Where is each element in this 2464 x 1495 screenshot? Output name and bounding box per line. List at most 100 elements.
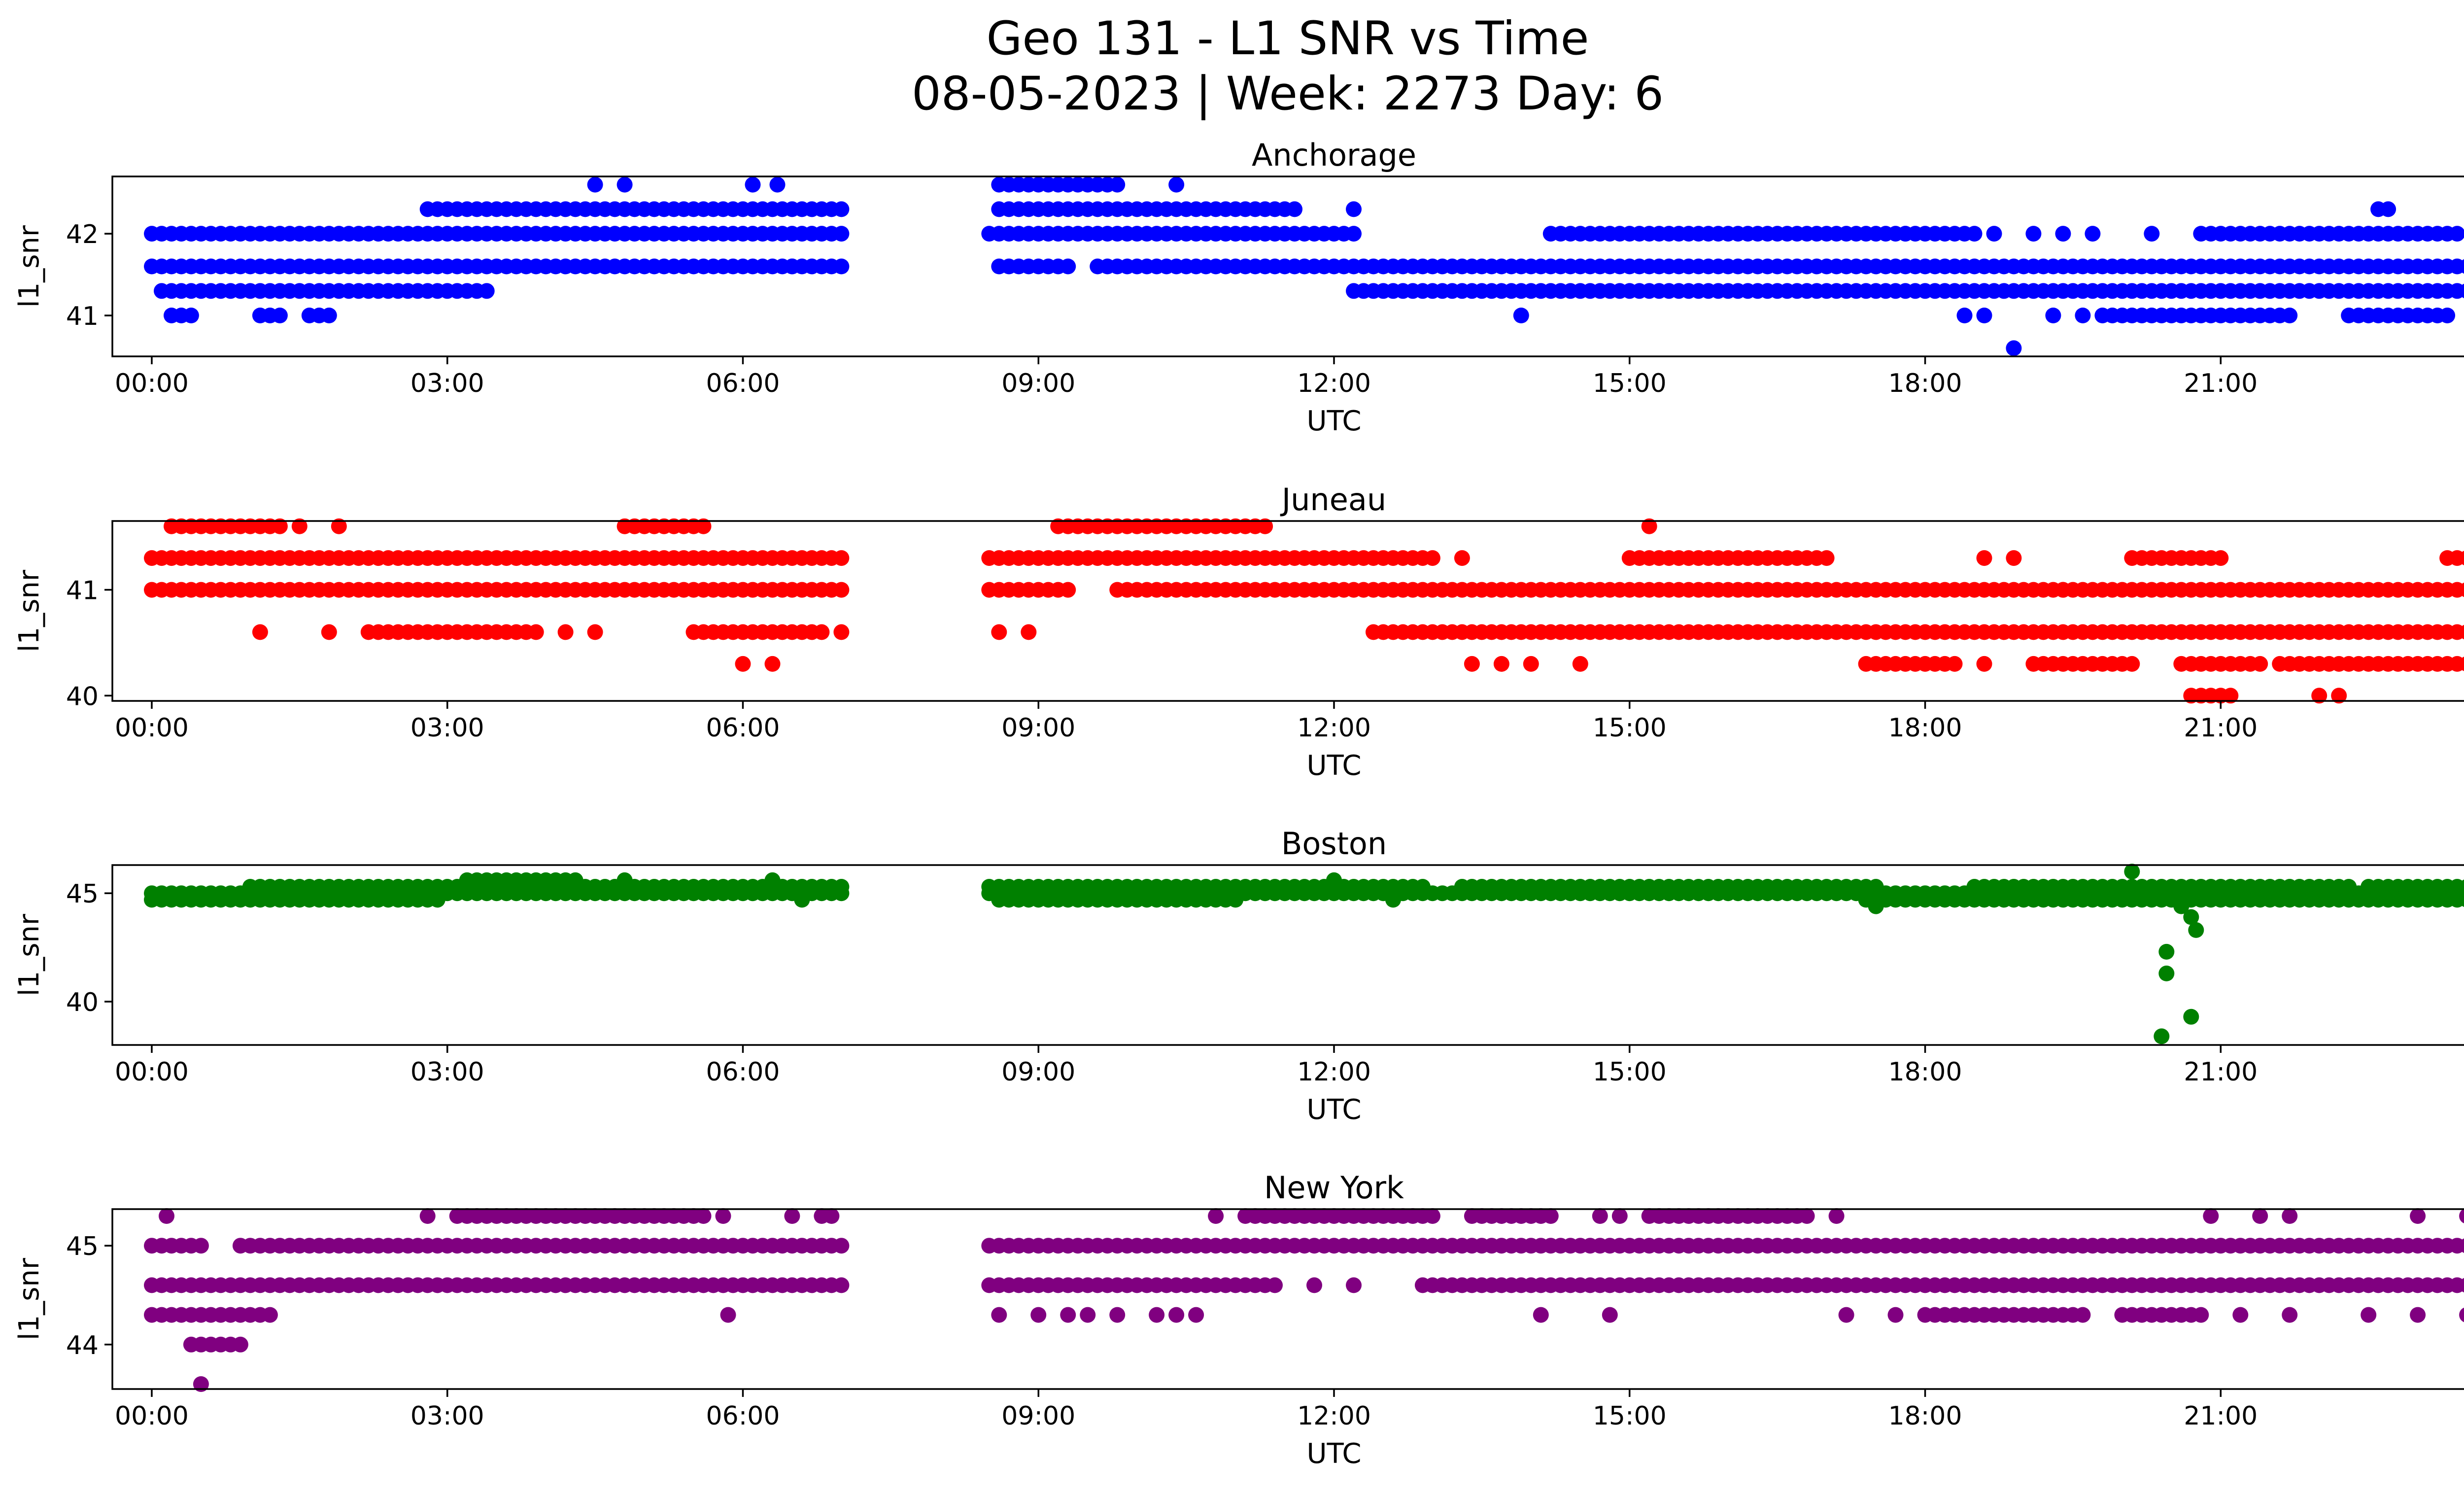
scatter-point: [695, 518, 712, 534]
scatter-point: [1030, 1307, 1047, 1323]
subplot-2: Boston 00:00 03:00 06:00 09:00 12:00 15:00 18:0…: [13, 826, 2464, 1126]
scatter-point: [2282, 1307, 2298, 1323]
scatter-point: [1060, 582, 1076, 598]
scatter-point: [2410, 1208, 2426, 1224]
scatter-point: [833, 879, 850, 895]
scatter-point: [1493, 656, 1509, 672]
scatter-point: [2459, 1278, 2464, 1293]
scatter-point: [1346, 226, 1362, 242]
scatter-point: [720, 1307, 736, 1323]
x-tick-label: 00:00: [115, 713, 189, 743]
scatter-point: [1060, 1307, 1076, 1323]
x-tick-label: 12:00: [1297, 713, 1371, 743]
scatter-point: [2361, 1307, 2377, 1323]
scatter-point: [833, 624, 850, 640]
scatter-point: [1060, 258, 1076, 275]
x-tick-label: 03:00: [411, 1401, 484, 1431]
scatter-point: [262, 1307, 278, 1323]
x-tick-label: 15:00: [1593, 1401, 1667, 1431]
x-tick-label: 18:00: [1888, 1401, 1962, 1431]
y-axis-label: l1_snr: [13, 913, 45, 996]
x-tick-label: 21:00: [2184, 1057, 2258, 1087]
scatter-point: [1208, 1208, 1224, 1224]
x-tick-label: 06:00: [706, 713, 780, 743]
y-tick-label: 45: [66, 879, 99, 909]
scatter-point: [2252, 1208, 2268, 1224]
scatter-point: [2459, 582, 2464, 597]
scatter-point: [1346, 201, 1362, 217]
y-tick-label: 44: [66, 1331, 99, 1360]
figure-title-line1: Geo 131 - L1 SNR vs Time: [987, 12, 1589, 66]
scatter-point: [745, 176, 761, 193]
scatter-point: [715, 1208, 731, 1224]
y-axis-label: l1_snr: [13, 1257, 45, 1340]
scatter-point: [1818, 550, 1835, 566]
scatter-point: [1424, 550, 1440, 566]
scatter-point: [1523, 656, 1539, 672]
scatter-point: [2439, 308, 2456, 323]
scatter-point: [833, 201, 850, 217]
scatter-point: [2055, 226, 2071, 242]
x-tick-label: 12:00: [1297, 369, 1371, 398]
scatter-point: [1868, 879, 1884, 895]
y-tick-label: 40: [66, 988, 99, 1017]
x-axis-label: UTC: [1306, 1438, 1361, 1470]
scatter-point: [1257, 518, 1273, 534]
scatter-point: [1956, 308, 1973, 323]
scatter-point: [1976, 308, 1992, 323]
scatter-point: [784, 1208, 800, 1224]
scatter-point: [2459, 1307, 2464, 1322]
x-tick-label: 18:00: [1888, 369, 1962, 398]
scatter-point: [1868, 898, 1884, 914]
scatter-point: [1188, 1307, 1204, 1323]
x-axis-label: UTC: [1306, 405, 1361, 437]
y-tick-label: 42: [66, 220, 99, 249]
x-tick-label: 00:00: [115, 1401, 189, 1431]
scatter-point: [2183, 909, 2199, 925]
scatter-point: [557, 624, 574, 640]
x-tick-label: 06:00: [706, 369, 780, 398]
scatter-point: [1966, 226, 1983, 242]
x-tick-label: 21:00: [2184, 713, 2258, 743]
x-tick-label: 09:00: [1001, 713, 1075, 743]
scatter-point: [2213, 550, 2229, 566]
scatter-point: [1533, 1307, 1549, 1323]
scatter-point: [2459, 259, 2464, 274]
x-tick-label: 03:00: [411, 1057, 484, 1087]
scatter-point: [1611, 1208, 1628, 1224]
scatter-point: [1947, 656, 1963, 672]
scatter-point: [2006, 340, 2022, 356]
scatter-point: [991, 1307, 1007, 1323]
scatter-point: [991, 624, 1007, 640]
scatter-point: [1109, 1307, 1126, 1323]
scatter-point: [2459, 283, 2464, 299]
y-axis-label: l1_snr: [13, 569, 45, 652]
scatter-point: [587, 624, 603, 640]
scatter-point: [1080, 1307, 1096, 1323]
scatter-point: [823, 1208, 840, 1224]
scatter-point: [429, 892, 445, 908]
x-tick-label: 12:00: [1297, 1401, 1371, 1431]
scatter-point: [2459, 625, 2464, 640]
scatter-point: [833, 1277, 850, 1293]
scatter-point: [1346, 1277, 1362, 1293]
scatter-point: [331, 518, 347, 534]
x-tick-label: 15:00: [1593, 1057, 1667, 1087]
scatter-point: [1828, 1208, 1845, 1224]
scatter-point: [833, 226, 850, 242]
scatter-point: [2025, 226, 2042, 242]
x-tick-label: 09:00: [1001, 1057, 1075, 1087]
scatter-point: [2154, 1028, 2170, 1044]
scatter-point: [1513, 308, 1529, 323]
scatter-point: [695, 1208, 712, 1224]
scatter-point: [2380, 201, 2396, 217]
y-tick-label: 40: [66, 682, 99, 711]
scatter-point: [272, 518, 288, 534]
scatter-point: [1267, 1277, 1283, 1293]
subplot-title: Boston: [1281, 826, 1387, 862]
scatter-point: [232, 1336, 248, 1353]
scatter-point: [1464, 656, 1480, 672]
scatter-point: [616, 872, 633, 888]
scatter-point: [833, 582, 850, 598]
scatter-point: [2203, 1208, 2219, 1224]
